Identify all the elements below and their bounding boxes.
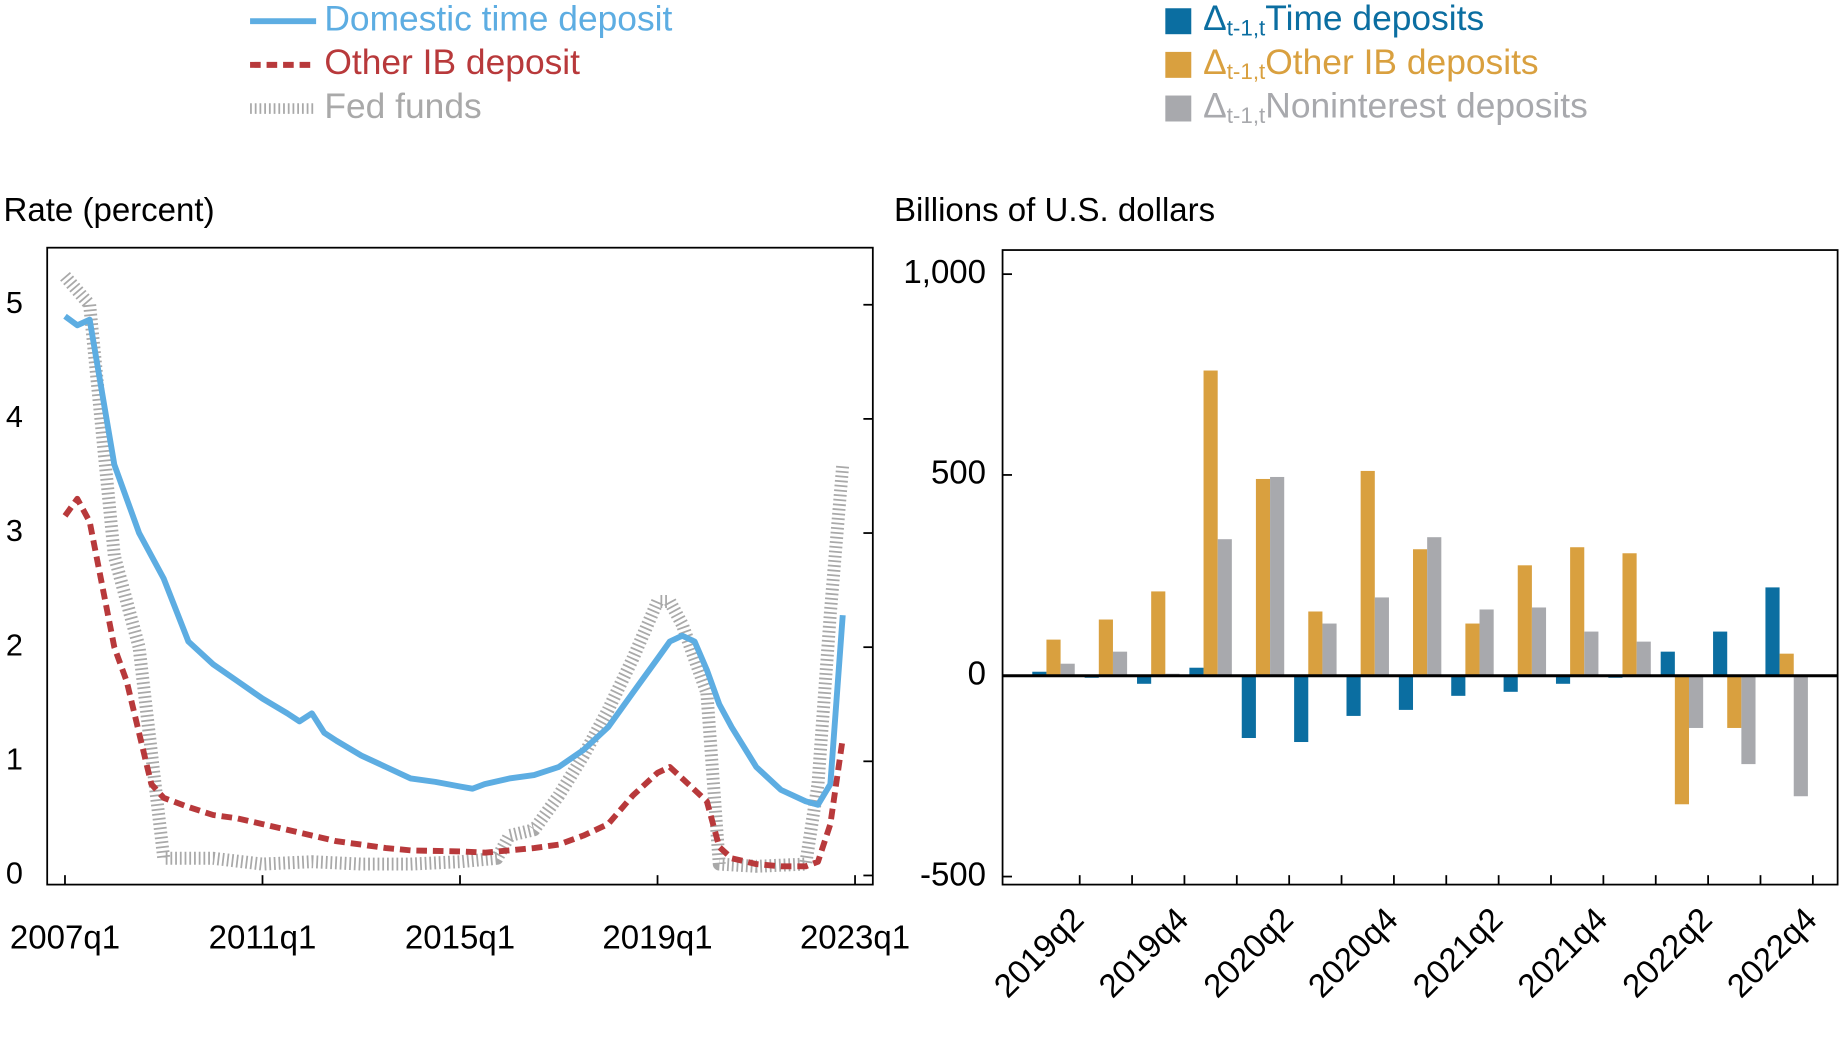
bar [1241,675,1256,739]
x-tick-label: 2019q1 [602,919,712,956]
bar [1294,675,1309,743]
bar [1151,591,1166,676]
x-tick-label: 2020q2 [1196,900,1300,1004]
legend-prefix: Δ [1203,87,1227,126]
x-tick-label: 2020q4 [1301,900,1405,1004]
bar [1270,476,1285,676]
legend-swatch [1165,51,1192,78]
bar [1451,675,1466,696]
legend-name: Noninterest deposits [1265,87,1588,126]
legend-prefix-sub: t-1,t [1227,103,1266,128]
legend-label: Other IB deposit [324,43,580,82]
bar [1346,675,1361,716]
bar [1137,675,1152,684]
bar [1465,623,1480,676]
legend-label: Δt-1,tTime deposits [1203,0,1484,40]
x-tick-label: 2022q2 [1615,900,1719,1004]
bar [1689,675,1704,728]
x-tick-label: 2021q4 [1510,900,1614,1004]
x-tick-label: 2021q2 [1405,900,1509,1004]
bar [1060,663,1075,676]
legend-label: Domestic time deposit [324,0,672,39]
x-tick-label: 2019q2 [987,900,1091,1004]
x-tick-label: 2011q1 [209,919,317,956]
legend-prefix: Δ [1203,43,1227,82]
bar [1531,607,1547,676]
bar [1584,631,1599,676]
bar [1398,675,1414,710]
left-axis-title: Rate (percent) [4,191,215,228]
bar [1793,675,1808,797]
legend-prefix-sub: t-1,t [1227,15,1266,40]
bar [1713,631,1728,676]
bar [1203,370,1218,676]
right-axis-title: Billions of U.S. dollars [894,191,1215,228]
bar [1374,597,1389,676]
bar [1189,667,1204,676]
y-tick-label: -500 [920,855,986,892]
y-tick-label: 2 [6,628,23,662]
bar [1322,623,1337,676]
bar [1217,539,1232,676]
y-tick-label: 4 [6,400,23,434]
bar [1503,675,1518,692]
legend-name: Time deposits [1265,0,1484,39]
legend-name: Other IB deposits [1265,43,1538,82]
bar [1098,619,1113,676]
y-tick-label: 1,000 [903,253,986,290]
bar [1660,651,1675,676]
legend-swatch [1165,95,1192,122]
x-tick-label: 2007q1 [10,919,120,956]
x-tick-label: 2015q1 [405,919,515,956]
bar [1741,675,1756,765]
legend-label: Fed funds [324,87,481,126]
y-tick-label: 500 [931,454,986,491]
bar [1360,470,1375,676]
x-tick-label: 2019q4 [1091,900,1195,1004]
y-tick-label: 5 [6,286,23,320]
legend-label: Δt-1,tOther IB deposits [1203,43,1539,84]
bar [1479,609,1494,676]
bar [1413,549,1428,676]
bar [1570,547,1585,676]
bar [1765,587,1780,676]
x-tick-label: 2022q4 [1720,900,1824,1004]
y-tick-label: 1 [6,742,23,776]
bar [1112,651,1128,676]
x-tick-label: 2023q1 [800,919,910,956]
bar [1636,641,1651,676]
series-line [63,313,846,808]
bar [1779,653,1794,676]
y-tick-label: 3 [6,514,23,548]
legend-prefix: Δ [1203,0,1227,39]
bar [1032,671,1047,676]
bar [1674,675,1690,805]
series-line [62,495,846,870]
y-tick-label: 0 [6,857,23,891]
legend-swatch [1165,8,1192,35]
right-frame [1001,249,1839,886]
bar [1308,611,1323,676]
y-tick-label: 0 [968,654,986,691]
bar [1046,639,1061,676]
bar [1517,565,1532,676]
bar [1727,675,1742,728]
bar [1555,675,1571,684]
series-line [60,271,850,873]
bar [1427,537,1442,676]
legend-label: Δt-1,tNoninterest deposits [1203,87,1588,128]
bar [1622,553,1637,676]
legend-prefix-sub: t-1,t [1227,59,1266,84]
bar [1255,478,1271,676]
